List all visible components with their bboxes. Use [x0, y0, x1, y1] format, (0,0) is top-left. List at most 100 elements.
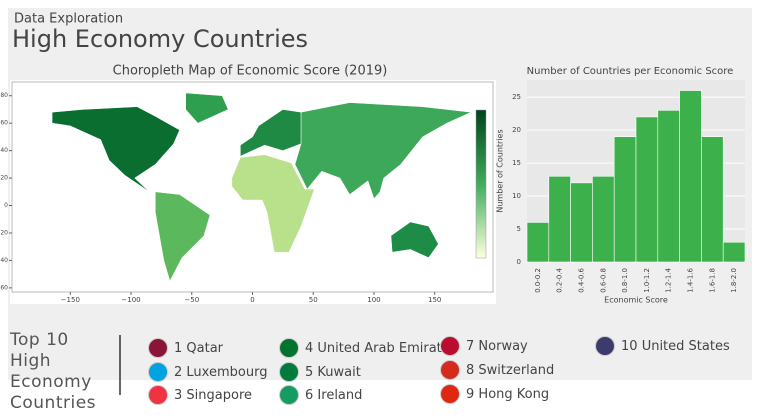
list-title: Top 10 High Economy Countries	[10, 330, 97, 413]
title: High Economy Countries	[12, 25, 308, 53]
hist-title: Number of Countries per Economic Score	[527, 66, 734, 77]
name: United Arab Emirates	[317, 340, 457, 356]
country-item: 2 Luxembourg	[148, 362, 267, 382]
x-tick-label: 1.2-1.4	[665, 267, 673, 292]
name: Norway	[478, 338, 528, 354]
x-tick-label: 1.4-1.6	[687, 267, 695, 292]
country-item: 9 Hong Kong	[440, 384, 549, 404]
x-tick-label: 1.0-1.2	[643, 268, 651, 293]
rank: 1	[174, 340, 183, 356]
country-text: 6 Ireland	[305, 388, 362, 403]
rank: 10	[621, 338, 638, 354]
flag-icon	[279, 362, 299, 382]
name: Singapore	[186, 387, 253, 403]
rank: 7	[466, 338, 475, 354]
y-tick-label: 10	[512, 192, 521, 200]
country-item: 8 Switzerland	[440, 360, 554, 380]
y-tick-label: 60	[0, 120, 8, 127]
country-item: 7 Norway	[440, 336, 528, 356]
x-tick-label: 0.0-0.2	[534, 268, 542, 293]
y-tick-label: −20	[0, 229, 8, 236]
y-tick-label: −40	[0, 257, 8, 264]
x-tick-label: 1.8-2.0	[730, 268, 738, 293]
flag-icon	[148, 385, 168, 405]
land	[155, 191, 211, 282]
y-tick-label: 15	[512, 159, 521, 167]
country-text: 2 Luxembourg	[174, 365, 267, 380]
name: Kuwait	[317, 364, 361, 380]
flag-icon	[440, 384, 460, 404]
country-item: 10 United States	[595, 336, 730, 356]
flag-icon	[148, 362, 168, 382]
country-text: 9 Hong Kong	[466, 387, 549, 402]
x-tick-label: −100	[121, 296, 140, 304]
name: Qatar	[186, 340, 224, 356]
flag-icon	[148, 338, 168, 358]
flag-icon	[440, 360, 460, 380]
rank: 3	[174, 387, 183, 403]
name: Switzerland	[478, 362, 555, 378]
land	[294, 102, 473, 200]
name: Luxembourg	[186, 364, 268, 380]
rank: 6	[305, 387, 314, 403]
x-tick-label: 1.6-1.8	[708, 268, 716, 293]
bar	[548, 175, 571, 263]
country-text: 8 Switzerland	[466, 363, 554, 378]
rank: 8	[466, 362, 475, 378]
y-tick-label: 80	[0, 92, 8, 99]
bar	[657, 110, 680, 263]
bar	[613, 136, 637, 263]
y-tick-label: 20	[0, 175, 8, 182]
flag-icon	[440, 336, 460, 356]
x-tick-label: 150	[428, 296, 441, 304]
country-item: 5 Kuwait	[279, 362, 361, 382]
name: Ireland	[317, 387, 363, 403]
colorbar	[475, 109, 487, 259]
x-tick-label: 0	[250, 296, 254, 304]
country-item: 1 Qatar	[148, 338, 223, 358]
country-text: 5 Kuwait	[305, 365, 361, 380]
x-tick-label: 0.8-1.0	[621, 268, 629, 293]
x-tick-label: 0.6-0.8	[599, 268, 607, 293]
x-tick-label: 50	[309, 296, 318, 304]
bar	[701, 136, 724, 263]
x-tick-label: 100	[367, 296, 380, 304]
flag-icon	[279, 338, 299, 358]
bar	[570, 182, 593, 263]
subtitle: Data Exploration	[14, 12, 123, 27]
y-tick-label: 25	[512, 93, 521, 101]
country-item: 3 Singapore	[148, 385, 252, 405]
name: Hong Kong	[478, 386, 550, 402]
map-title: Choropleth Map of Economic Score (2019)	[113, 64, 388, 79]
y-tick-label: 0	[4, 202, 8, 209]
flag-icon	[279, 385, 299, 405]
rank: 5	[305, 364, 314, 380]
x-tick-label: −150	[61, 296, 80, 304]
rank: 9	[466, 386, 475, 402]
x-axis-label: Economic Score	[604, 296, 668, 305]
bar	[722, 241, 746, 263]
country-text: 1 Qatar	[174, 341, 223, 356]
y-tick-label: −60	[0, 284, 8, 291]
y-tick-label: 40	[0, 147, 8, 154]
country-item: 6 Ireland	[279, 385, 362, 405]
country-text: 10 United States	[621, 339, 730, 354]
y-axis-label: Number of Countries	[496, 129, 505, 212]
bar	[679, 90, 702, 263]
x-tick-label: 0.4-0.6	[578, 267, 586, 292]
bar	[526, 222, 550, 263]
land	[240, 109, 302, 157]
land	[51, 106, 180, 193]
country-text: 3 Singapore	[174, 388, 252, 403]
y-tick-label: 0	[517, 258, 521, 266]
land	[185, 92, 229, 124]
land	[231, 154, 315, 253]
x-tick-label: −50	[184, 296, 199, 304]
y-tick-label: 5	[517, 225, 521, 233]
x-tick-label: 0.2-0.4	[556, 267, 564, 292]
y-tick-label: 20	[512, 126, 521, 134]
rank: 4	[305, 340, 314, 356]
name: United States	[641, 338, 730, 354]
